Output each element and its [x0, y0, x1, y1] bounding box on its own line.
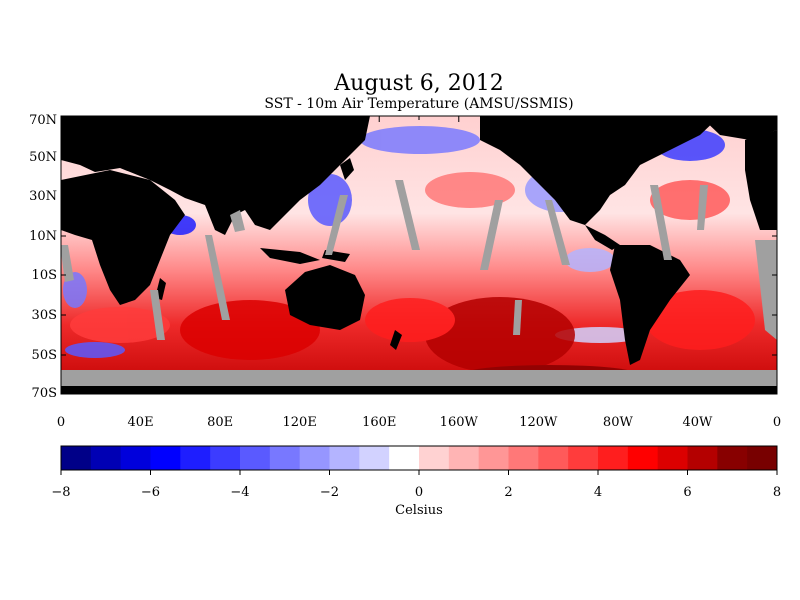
lon-label: 80E: [207, 415, 233, 430]
colorbar-tick-label: 6: [683, 485, 691, 500]
swath-6: [650, 185, 672, 260]
colorbar-tick-label: 8: [773, 485, 781, 500]
colorbar-swatch: [299, 446, 330, 470]
colorbar-swatch: [150, 446, 181, 470]
colorbar-tick-label: −4: [230, 485, 249, 500]
land-masses: [61, 116, 777, 394]
lon-label: 0: [773, 415, 781, 430]
land-africa: [61, 170, 185, 305]
map-title: August 6, 2012: [333, 71, 503, 96]
lat-label: 30N: [29, 189, 57, 204]
latitude-axis: 70N 50N 30N 10N 10S 30S 50S 70S: [29, 113, 777, 401]
colorbar-swatch: [389, 446, 420, 470]
swath-3: [395, 180, 420, 250]
land-north-america: [480, 116, 720, 225]
colorbar-swatch: [210, 446, 241, 470]
colorbar-tick-label: −8: [51, 485, 70, 500]
colorbar-swatch: [538, 446, 569, 470]
map-area: [61, 116, 777, 394]
lat-label: 10N: [29, 229, 57, 244]
lon-label: 120W: [519, 415, 558, 430]
lat-label: 50S: [32, 348, 57, 363]
swath-11: [697, 185, 708, 230]
lon-label: 40W: [682, 415, 713, 430]
land-eurasia: [61, 116, 370, 235]
longitude-axis: 0 40E 80E 120E 160E 160W 120W 80W 40W 0: [57, 116, 781, 430]
colorbar-ticks: −8 −6 −4 −2 0 2 4 6 8: [51, 470, 781, 500]
colorbar-swatch: [90, 446, 122, 470]
colorbar-swatch: [359, 446, 390, 470]
land-west-europe-edge: [745, 130, 777, 230]
lat-label: 70S: [32, 386, 57, 401]
colorbar-swatch: [717, 446, 748, 470]
swath-9: [230, 210, 245, 232]
colorbar-tick-label: −6: [141, 485, 160, 500]
colorbar-swatch: [448, 446, 480, 470]
land-japan: [340, 158, 354, 180]
colorbar-swatch: [627, 446, 659, 470]
colorbar-swatch: [747, 446, 778, 470]
colorbar-swatch: [419, 446, 450, 470]
colorbar-swatch: [478, 446, 509, 470]
colorbar-swatch: [568, 446, 599, 470]
colorbar: [60, 445, 778, 471]
colorbar-swatch: [120, 446, 151, 470]
lon-label: 80W: [603, 415, 634, 430]
land-australia: [285, 265, 365, 330]
lon-label: 120E: [283, 415, 317, 430]
colorbar-tick-label: 2: [504, 485, 512, 500]
land-indonesia: [260, 248, 320, 264]
lat-label: 50N: [29, 150, 57, 165]
lat-label: 30S: [32, 308, 57, 323]
lon-label: 0: [57, 415, 65, 430]
swath-10: [755, 240, 777, 340]
map-subtitle: SST - 10m Air Temperature (AMSU/SSMIS): [264, 96, 573, 112]
colorbar-unit-label: Celsius: [395, 503, 443, 518]
swath-7: [150, 290, 165, 340]
land-new-zealand: [390, 330, 402, 350]
colorbar-swatch: [240, 446, 271, 470]
colorbar-tick-label: 0: [415, 485, 423, 500]
swath-1: [205, 235, 230, 320]
lat-label: 10S: [32, 268, 57, 283]
land-central-america: [585, 225, 620, 250]
colorbar-swatch: [657, 446, 688, 470]
lon-label: 160E: [362, 415, 396, 430]
swath-5: [545, 200, 570, 265]
swath-2: [325, 195, 348, 255]
colorbar-swatch: [180, 446, 211, 470]
swath-antarctic-ice: [61, 370, 777, 386]
swath-8: [513, 300, 522, 335]
lon-label: 160W: [440, 415, 479, 430]
lon-label: 40E: [128, 415, 154, 430]
colorbar-tick-label: −2: [320, 485, 339, 500]
colorbar-swatch: [508, 446, 539, 470]
lat-label: 70N: [29, 113, 57, 128]
colorbar-swatch: [61, 446, 92, 470]
colorbar-swatch: [329, 446, 360, 470]
colorbar-swatch: [269, 446, 301, 470]
land-south-america: [610, 245, 690, 365]
colorbar-tick-label: 4: [594, 485, 602, 500]
colorbar-swatch: [687, 446, 718, 470]
land-greenland: [700, 116, 777, 140]
no-data-swaths: [61, 180, 777, 386]
swath-12: [61, 245, 74, 282]
colorbar-swatch: [598, 446, 629, 470]
swath-4: [480, 200, 503, 270]
